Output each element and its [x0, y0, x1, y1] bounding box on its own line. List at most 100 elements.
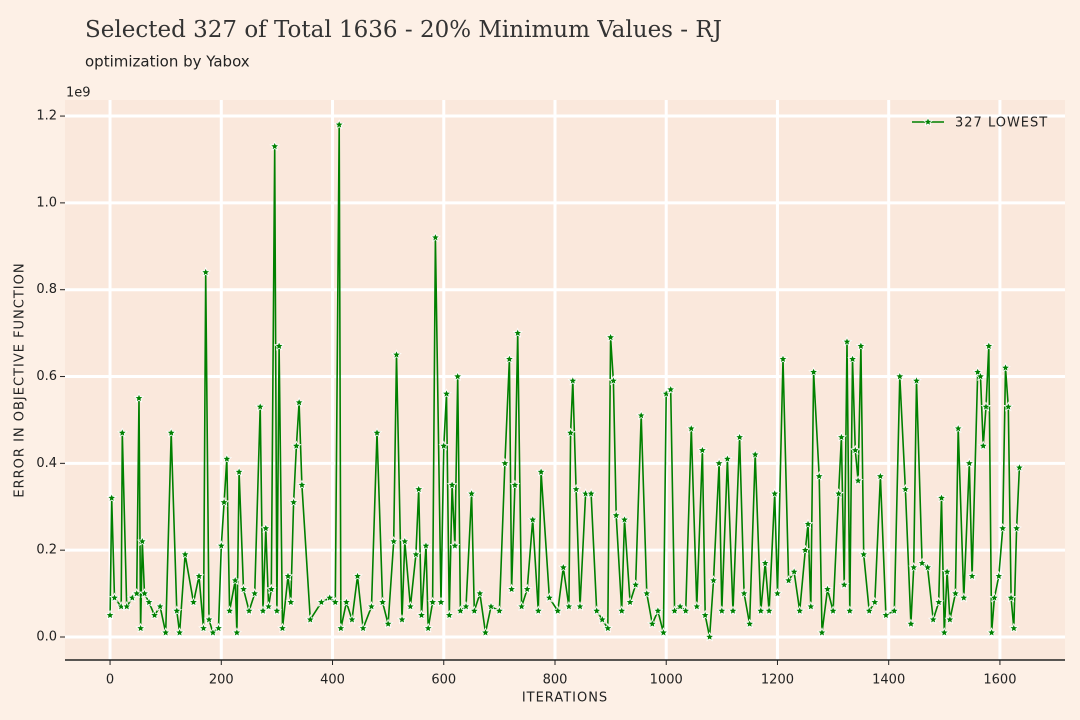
legend-label: 327 LOWEST: [955, 116, 1048, 131]
data-point: [972, 366, 983, 377]
data-point: [154, 601, 166, 612]
data-point: [139, 588, 150, 599]
data-point: [936, 492, 947, 503]
data-point: [136, 535, 148, 546]
data-point: [430, 232, 441, 243]
data-point: [734, 431, 745, 442]
data-point: [570, 483, 582, 494]
data-point: [1008, 622, 1020, 633]
data-point: [691, 601, 703, 612]
data-point: [293, 397, 305, 408]
data-point: [727, 605, 739, 616]
data-point: [485, 601, 497, 612]
y-tick-label: 0.8: [36, 282, 57, 297]
data-point: [716, 605, 728, 616]
data-point: [109, 592, 120, 603]
data-point: [900, 483, 911, 494]
data-point: [958, 592, 970, 603]
data-point: [847, 353, 858, 364]
data-point: [291, 440, 302, 451]
data-point: [285, 596, 297, 607]
data-point: [978, 440, 989, 451]
data-point: [950, 588, 961, 599]
data-point: [466, 488, 477, 499]
data-point: [382, 618, 394, 629]
data-point: [535, 466, 547, 477]
data-point: [198, 622, 209, 633]
data-point: [652, 605, 664, 616]
data-point: [422, 622, 434, 633]
data-point: [249, 588, 260, 599]
data-point: [844, 605, 855, 616]
x-tick-label: 0: [106, 673, 114, 688]
data-point: [391, 349, 402, 360]
data-point: [941, 566, 953, 577]
data-point: [908, 561, 919, 573]
data-point: [341, 596, 352, 607]
data-point: [474, 588, 486, 599]
data-point: [777, 353, 789, 364]
data-point: [288, 496, 299, 507]
data-point: [452, 370, 463, 382]
data-point: [744, 618, 755, 629]
data-point: [399, 535, 411, 546]
data-point: [800, 544, 811, 555]
x-tick-label: 1400: [872, 673, 905, 688]
data-point: [352, 570, 363, 581]
data-point: [410, 548, 422, 560]
data-point: [238, 583, 249, 594]
data-point: [822, 583, 833, 594]
data-point: [894, 370, 906, 382]
data-point: [552, 605, 563, 616]
data-point: [966, 570, 978, 581]
x-tick-label: 1600: [983, 673, 1016, 688]
data-point: [704, 631, 715, 642]
data-point: [316, 596, 327, 607]
x-tick-label: 200: [209, 673, 234, 688]
data-point: [836, 431, 847, 442]
y-tick-label: 0.2: [36, 543, 57, 558]
data-point: [616, 605, 627, 616]
data-point: [858, 548, 869, 560]
data-point: [521, 583, 533, 594]
data-point: [763, 605, 775, 616]
data-point: [852, 475, 864, 486]
data-point: [624, 596, 636, 607]
data-point: [635, 410, 647, 421]
data-point: [1014, 462, 1025, 473]
data-point: [273, 340, 285, 351]
data-point: [699, 609, 711, 620]
y-axis-label: ERROR IN OBJECTIVE FUNCTION: [13, 262, 28, 497]
data-point: [446, 479, 458, 490]
data-point: [722, 453, 733, 464]
data-point: [674, 601, 686, 612]
data-point: [567, 375, 579, 386]
data-point: [802, 518, 814, 529]
data-point: [993, 570, 1005, 581]
data-point: [905, 618, 917, 629]
data-point: [911, 375, 922, 386]
data-point: [869, 596, 881, 607]
data-point: [135, 622, 146, 633]
data-point: [444, 609, 455, 620]
data-point: [783, 575, 794, 586]
data-point: [647, 618, 658, 629]
data-point: [597, 614, 608, 625]
data-point: [271, 605, 283, 616]
data-point: [396, 614, 408, 625]
data-point: [630, 579, 641, 590]
data-point: [944, 614, 956, 625]
data-point: [1005, 592, 1017, 603]
data-point: [565, 427, 576, 438]
data-point: [413, 483, 424, 494]
data-point: [171, 605, 183, 616]
data-point: [504, 353, 515, 364]
data-point: [213, 622, 224, 633]
data-point: [160, 627, 171, 638]
data-point: [405, 601, 416, 612]
data-point: [388, 535, 400, 546]
data-point: [880, 609, 892, 620]
data-point: [165, 427, 177, 438]
data-point: [997, 522, 1008, 533]
